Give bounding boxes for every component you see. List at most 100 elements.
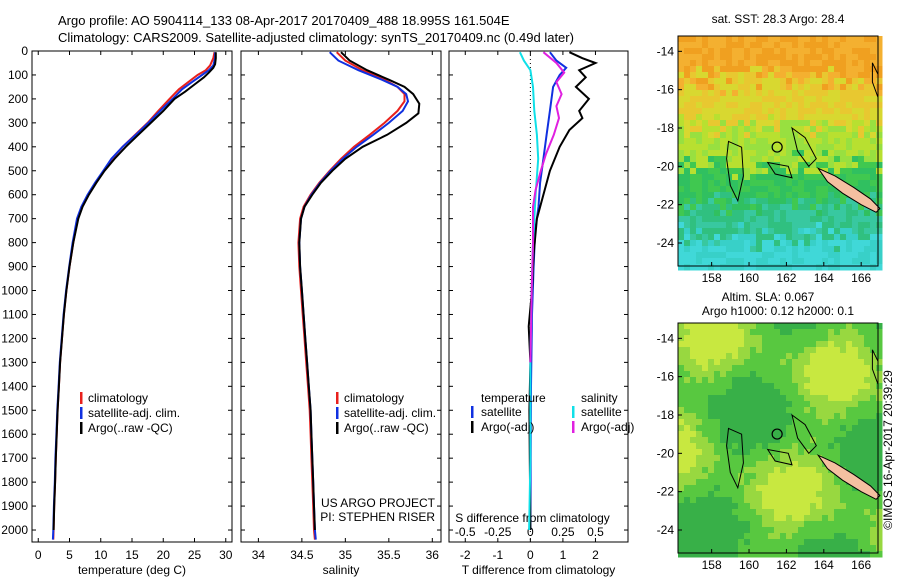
- map-cell: [828, 72, 835, 79]
- legend-swatch: [336, 392, 339, 404]
- map-cell: [870, 443, 877, 450]
- map-cell: [810, 156, 817, 163]
- map-cell: [864, 186, 871, 193]
- map-cell: [864, 180, 871, 187]
- map-cell: [720, 48, 727, 55]
- map-cell: [690, 323, 697, 330]
- map-cell: [858, 389, 865, 396]
- map-cell: [852, 371, 859, 378]
- map-cell: [786, 138, 793, 145]
- map-cell: [774, 168, 781, 175]
- map-cell: [846, 72, 853, 79]
- map-cell: [720, 144, 727, 151]
- map-cell: [786, 60, 793, 67]
- map-cell: [768, 359, 775, 366]
- map-cell: [822, 132, 829, 139]
- map-cell: [810, 168, 817, 175]
- panel-frame: [240, 50, 442, 543]
- map-cell: [834, 521, 841, 528]
- map-cell: [714, 186, 721, 193]
- map-cell: [792, 467, 799, 474]
- map-cell: [678, 162, 685, 169]
- map-cell: [768, 503, 775, 510]
- legend-swatch: [471, 406, 474, 418]
- map-cell: [714, 72, 721, 79]
- map-cell: [708, 419, 715, 426]
- map-cell: [834, 383, 841, 390]
- s-tick-label: 0: [527, 525, 534, 539]
- map-cell: [750, 48, 757, 55]
- panel-salinity: 34 34.5 35 35.5 36salinityclimatologysatelli…: [240, 50, 442, 577]
- map-cell: [762, 144, 769, 151]
- map-cell: [702, 359, 709, 366]
- map-cell: [756, 377, 763, 384]
- map-cell: [798, 192, 805, 199]
- map-cell: [822, 84, 829, 91]
- map-cell: [684, 216, 691, 223]
- map-cell: [768, 264, 775, 271]
- map-cell: [696, 539, 703, 546]
- map-cell: [870, 335, 877, 342]
- map-cell: [762, 120, 769, 127]
- map-cell: [834, 539, 841, 546]
- map-cell: [804, 90, 811, 97]
- map-cell: [858, 210, 865, 217]
- map-cell: [858, 449, 865, 456]
- map-cell: [732, 449, 739, 456]
- map-cell: [840, 198, 847, 205]
- map-cell: [846, 497, 853, 504]
- map-cell: [852, 42, 859, 49]
- map-cell: [816, 449, 823, 456]
- map-cell: [798, 431, 805, 438]
- map-cell: [876, 467, 883, 474]
- map-cell: [876, 443, 883, 450]
- map-cell: [822, 258, 829, 265]
- map-cell: [834, 455, 841, 462]
- map-cell: [750, 497, 757, 504]
- map-cell: [678, 120, 685, 127]
- map-cell: [732, 455, 739, 462]
- map-cell: [804, 240, 811, 247]
- map-cell: [684, 66, 691, 73]
- map-cell: [702, 102, 709, 109]
- map-cell: [738, 198, 745, 205]
- map-cell: [798, 395, 805, 402]
- map-cell: [708, 533, 715, 540]
- map-cell: [732, 551, 739, 558]
- map-cell: [810, 204, 817, 211]
- map-cell: [840, 395, 847, 402]
- map-cell: [810, 192, 817, 199]
- map-cell: [774, 246, 781, 253]
- map-cell: [864, 383, 871, 390]
- map-cell: [762, 132, 769, 139]
- map-cell: [714, 545, 721, 552]
- map-x-tick-label: 158: [702, 271, 722, 285]
- map-cell: [690, 126, 697, 133]
- x-tick-label: 0: [527, 548, 534, 562]
- map-cell: [840, 174, 847, 181]
- map-cell: [678, 431, 685, 438]
- map-cell: [732, 497, 739, 504]
- map-cell: [780, 54, 787, 61]
- map-cell: [678, 264, 685, 271]
- map-cell: [762, 461, 769, 468]
- map-cell: [768, 413, 775, 420]
- map-cell: [762, 341, 769, 348]
- map-cell: [804, 521, 811, 528]
- map-cell: [822, 377, 829, 384]
- map-cell: [792, 389, 799, 396]
- map-cell: [780, 461, 787, 468]
- map-cell: [834, 48, 841, 55]
- map-cell: [876, 168, 883, 175]
- map-cell: [822, 323, 829, 330]
- map-cell: [732, 467, 739, 474]
- map-cell: [684, 473, 691, 480]
- map-cell: [714, 48, 721, 55]
- map-cell: [702, 371, 709, 378]
- map-cell: [696, 96, 703, 103]
- map-cell: [702, 252, 709, 259]
- map-cell: [822, 48, 829, 55]
- map-cell: [702, 180, 709, 187]
- map-cell: [804, 156, 811, 163]
- map-cell: [816, 509, 823, 516]
